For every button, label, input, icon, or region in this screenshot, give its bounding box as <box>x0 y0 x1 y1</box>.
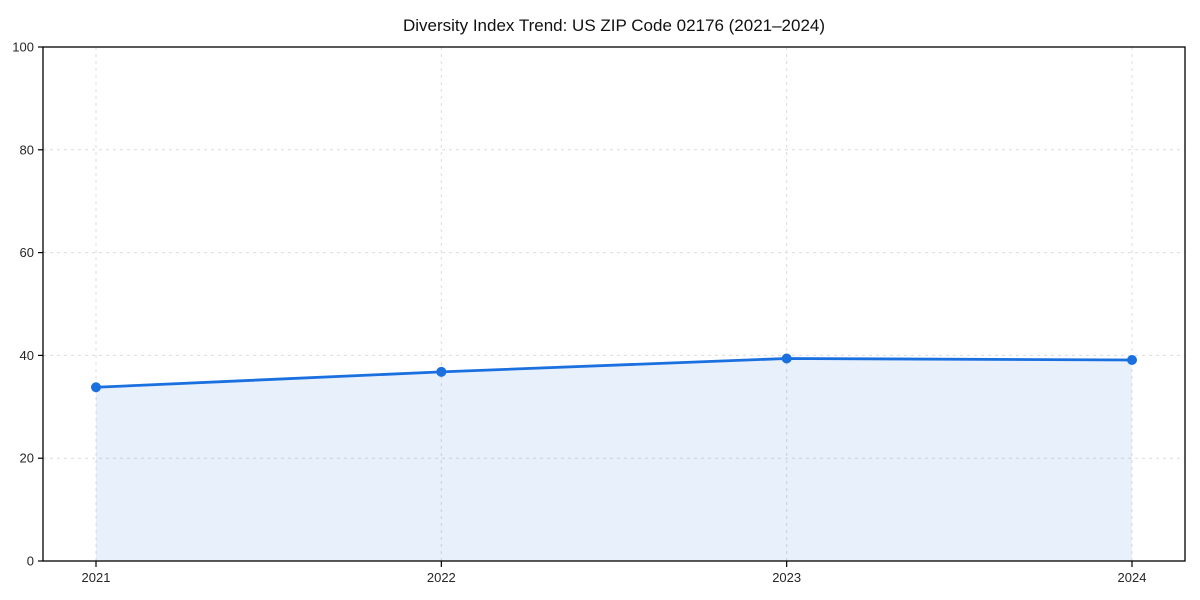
x-tick-label: 2023 <box>772 570 801 585</box>
chart-title: Diversity Index Trend: US ZIP Code 02176… <box>403 16 825 35</box>
plot-border-spines <box>42 46 1186 562</box>
x-tick-label: 2021 <box>82 570 111 585</box>
y-tick-label: 40 <box>20 348 34 363</box>
data-point-marker <box>781 353 792 364</box>
data-point-marker <box>91 382 101 393</box>
axis-tick-marks <box>38 46 1133 567</box>
plot-box <box>42 46 1186 562</box>
y-tick-label: 100 <box>12 40 34 55</box>
series-area-fill <box>96 358 1132 561</box>
data-point-marker <box>1127 355 1137 366</box>
axis-tick-labels: 0 20 40 60 80 100 2021 2022 2023 2024 <box>12 40 1146 586</box>
y-tick-label: 60 <box>20 245 34 260</box>
data-point-marker <box>436 366 447 377</box>
x-tick-label: 2024 <box>1118 570 1147 585</box>
x-tick-label: 2022 <box>427 570 456 585</box>
data-point-markers <box>91 353 1137 393</box>
y-tick-label: 0 <box>27 554 34 569</box>
y-tick-label: 80 <box>20 142 34 157</box>
gridlines <box>43 47 1185 561</box>
y-tick-label: 20 <box>20 451 34 466</box>
trend-line <box>94 357 1134 389</box>
area-fill <box>96 358 1132 561</box>
series-line <box>94 357 1134 389</box>
